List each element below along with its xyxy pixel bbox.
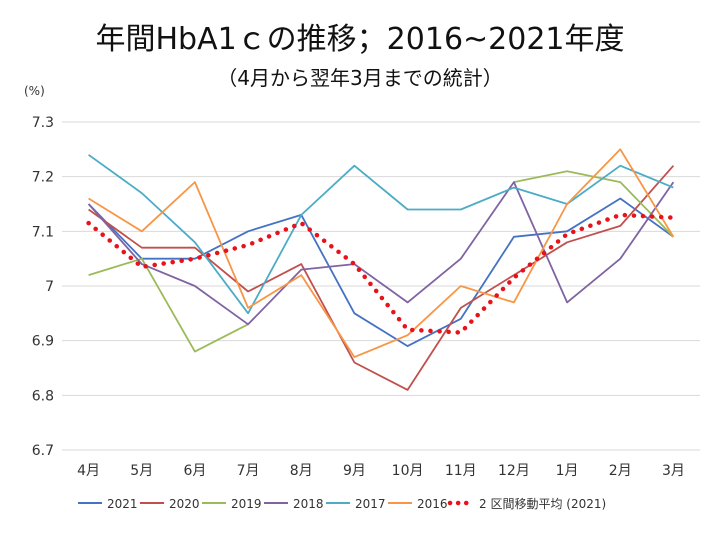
x-tick-label: 3月 — [662, 463, 685, 479]
x-tick-label: 4月 — [77, 463, 100, 479]
series-line-3 — [87, 181, 675, 326]
y-axis-unit-label: (%) — [24, 84, 45, 98]
legend-label: 2017 — [355, 497, 386, 511]
y-tick-label: 7.2 — [32, 170, 54, 186]
series-line-2 — [88, 257, 249, 353]
x-tick-label: 5月 — [130, 463, 153, 479]
legend-label: 2020 — [169, 497, 200, 511]
x-tick-label: 12月 — [498, 463, 530, 479]
y-tick-label: 7.3 — [32, 115, 54, 131]
series-line-1 — [88, 165, 675, 391]
y-tick-label: 6.7 — [32, 443, 54, 459]
x-tick-label: 9月 — [343, 463, 366, 479]
x-tick-label: 10月 — [392, 463, 424, 479]
legend-label: 2016 — [417, 497, 448, 511]
x-tick-label: 6月 — [183, 463, 206, 479]
y-tick-label: 7.1 — [32, 224, 54, 240]
series-line-6 — [86, 212, 676, 335]
series-line-2 — [513, 170, 675, 238]
y-tick-label: 6.8 — [32, 388, 54, 404]
legend-label: 2021 — [107, 497, 138, 511]
y-tick-label: 6.9 — [32, 334, 54, 350]
series-line-0 — [87, 197, 674, 348]
x-tick-label: 8月 — [290, 463, 313, 479]
y-tick-label: 7 — [45, 279, 54, 295]
series-line-5 — [88, 148, 675, 359]
x-tick-label: 7月 — [237, 463, 260, 479]
x-tick-label: 2月 — [609, 463, 632, 479]
legend-label: 2018 — [293, 497, 324, 511]
legend-label: 2 区間移動平均 (2021) — [479, 497, 606, 511]
x-tick-label: 1月 — [556, 463, 579, 479]
series-line-4 — [88, 154, 674, 315]
legend-label: 2019 — [231, 497, 262, 511]
x-tick-label: 11月 — [445, 463, 477, 479]
chart-subtitle: （4月から翌年3月までの統計） — [217, 66, 503, 90]
chart-title: 年間HbA1ｃの推移；2016~2021年度 — [95, 22, 625, 57]
